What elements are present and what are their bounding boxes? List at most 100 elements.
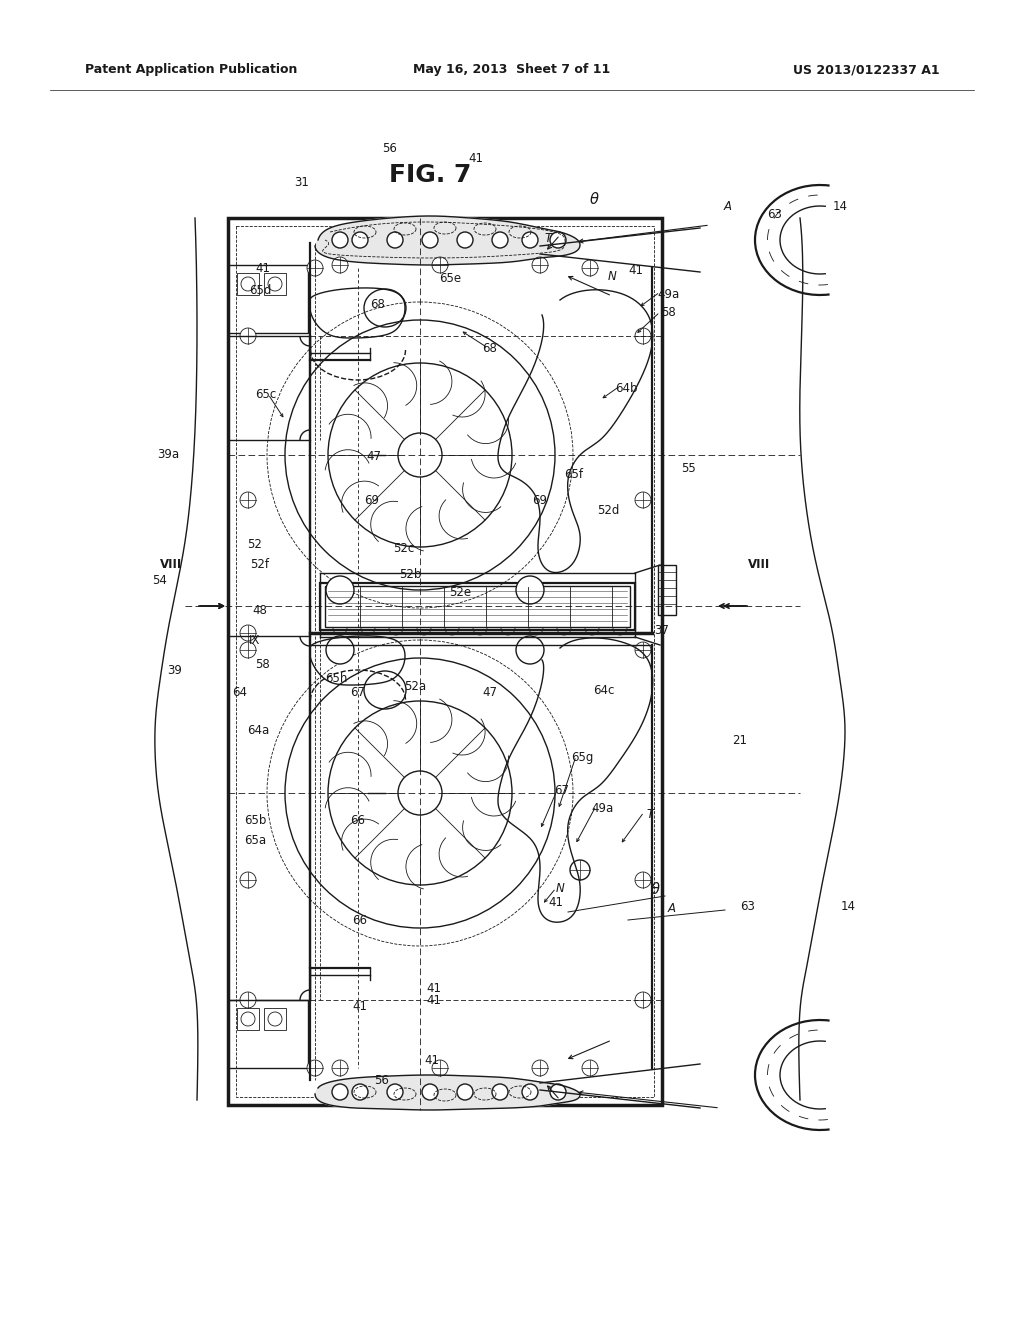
Text: 41: 41 <box>469 152 483 165</box>
Circle shape <box>457 1084 473 1100</box>
Circle shape <box>240 873 256 888</box>
Circle shape <box>332 1084 348 1100</box>
Polygon shape <box>315 216 580 265</box>
Circle shape <box>635 327 651 345</box>
Circle shape <box>582 1060 598 1076</box>
Text: May 16, 2013  Sheet 7 of 11: May 16, 2013 Sheet 7 of 11 <box>414 63 610 77</box>
Text: A: A <box>668 902 676 915</box>
Circle shape <box>550 232 566 248</box>
Circle shape <box>398 433 442 477</box>
Circle shape <box>352 232 368 248</box>
Text: 58: 58 <box>255 659 269 672</box>
Bar <box>264 273 286 294</box>
Text: 41: 41 <box>352 999 368 1012</box>
Circle shape <box>422 1084 438 1100</box>
Text: 49a: 49a <box>591 801 613 814</box>
Bar <box>237 273 259 294</box>
Text: 52b: 52b <box>398 569 421 582</box>
Text: T: T <box>545 231 552 244</box>
Text: 58: 58 <box>660 305 676 318</box>
Circle shape <box>522 1084 538 1100</box>
Circle shape <box>532 257 548 273</box>
Circle shape <box>326 576 354 605</box>
Text: 31: 31 <box>295 177 309 190</box>
Circle shape <box>582 260 598 276</box>
Bar <box>236 226 654 1097</box>
Text: 65g: 65g <box>570 751 593 764</box>
Text: 21: 21 <box>732 734 748 747</box>
Text: 41: 41 <box>256 261 270 275</box>
Text: VIII: VIII <box>748 557 770 570</box>
Text: A: A <box>724 201 732 214</box>
Circle shape <box>332 1060 348 1076</box>
Text: 65h: 65h <box>325 672 347 685</box>
Bar <box>228 265 308 333</box>
Text: 65d: 65d <box>249 284 271 297</box>
Text: θ: θ <box>590 191 598 206</box>
Text: 66: 66 <box>350 813 366 826</box>
Text: 66: 66 <box>352 913 368 927</box>
Text: 65c: 65c <box>255 388 276 401</box>
Text: 56: 56 <box>375 1073 389 1086</box>
Circle shape <box>550 1084 566 1100</box>
Circle shape <box>326 636 354 664</box>
Text: 52d: 52d <box>597 503 620 516</box>
Circle shape <box>457 232 473 248</box>
Circle shape <box>332 257 348 273</box>
Circle shape <box>307 260 323 276</box>
Text: 64a: 64a <box>247 723 269 737</box>
Text: 39: 39 <box>168 664 182 676</box>
Text: 56: 56 <box>383 141 397 154</box>
Circle shape <box>387 232 403 248</box>
Text: 63: 63 <box>740 899 756 912</box>
Text: 65b: 65b <box>244 813 266 826</box>
Text: 65e: 65e <box>439 272 461 285</box>
Circle shape <box>432 257 449 273</box>
Text: 52c: 52c <box>393 541 415 554</box>
Text: VIII: VIII <box>160 557 182 570</box>
Circle shape <box>492 1084 508 1100</box>
Circle shape <box>398 771 442 814</box>
Text: N: N <box>607 269 616 282</box>
Polygon shape <box>315 1074 580 1110</box>
Circle shape <box>240 624 256 642</box>
Bar <box>264 1008 286 1030</box>
Circle shape <box>570 861 590 880</box>
Circle shape <box>307 1060 323 1076</box>
Circle shape <box>240 993 256 1008</box>
Text: 64c: 64c <box>593 684 614 697</box>
Text: T: T <box>646 808 653 821</box>
Circle shape <box>516 576 544 605</box>
Text: 14: 14 <box>833 199 848 213</box>
Circle shape <box>240 492 256 508</box>
Text: 49a: 49a <box>656 288 679 301</box>
Circle shape <box>522 232 538 248</box>
Text: 41: 41 <box>427 994 441 1006</box>
Text: 67: 67 <box>555 784 569 796</box>
Text: 41: 41 <box>629 264 643 276</box>
Text: 68: 68 <box>371 298 385 312</box>
Text: 14: 14 <box>841 899 855 912</box>
Bar <box>319 583 635 630</box>
Text: 52f: 52f <box>251 557 269 570</box>
Circle shape <box>332 232 348 248</box>
Text: 52: 52 <box>248 539 262 552</box>
Circle shape <box>516 636 544 664</box>
Circle shape <box>635 642 651 657</box>
Circle shape <box>240 642 256 657</box>
Circle shape <box>422 232 438 248</box>
Text: 48: 48 <box>253 603 267 616</box>
Bar <box>237 1008 259 1030</box>
Text: 64b: 64b <box>614 381 637 395</box>
Text: 65f: 65f <box>564 467 584 480</box>
Text: 63: 63 <box>768 207 782 220</box>
Text: 68: 68 <box>482 342 498 355</box>
Circle shape <box>352 1084 368 1100</box>
Text: 65a: 65a <box>244 833 266 846</box>
Text: 52e: 52e <box>449 586 471 598</box>
Text: 47: 47 <box>367 450 382 463</box>
Text: 55: 55 <box>681 462 695 474</box>
Text: 41: 41 <box>427 982 441 994</box>
Text: 64: 64 <box>232 686 248 700</box>
Circle shape <box>635 873 651 888</box>
